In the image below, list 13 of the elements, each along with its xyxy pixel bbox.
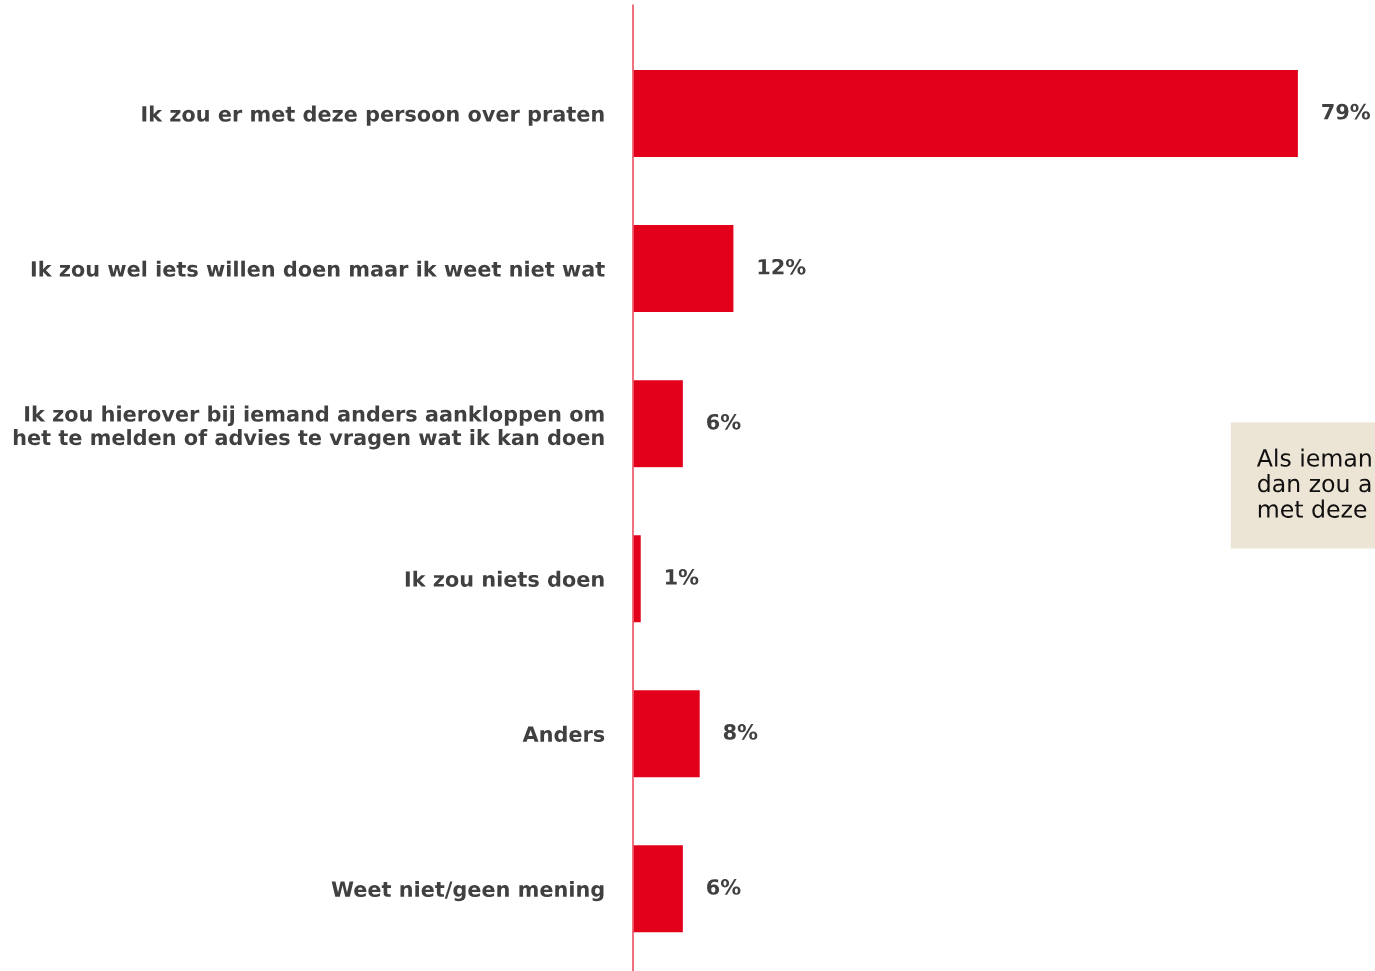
data-label: 1% xyxy=(666,568,699,585)
data-label: 6% xyxy=(707,413,741,430)
y-tick-label: Ik zou wel iets willen doen maar ik weet niet wat xyxy=(31,260,605,277)
y-tick-label: Ik zou er met deze persoon over praten xyxy=(142,105,604,126)
data-label: 8% xyxy=(723,724,758,740)
data-label: 6% xyxy=(707,879,741,895)
data-label: 12% xyxy=(758,258,806,275)
y-tick-label: Ik zou hierover bij iemand anders aankloppen om het te melden of advies te vragen wat ik kan doen xyxy=(13,405,604,450)
y-tick-label: Ik zou niets doen xyxy=(405,570,604,587)
y-tick-label: Anders xyxy=(522,725,605,742)
annotation: Als ieman dan zou a met deze xyxy=(1256,448,1371,518)
data-label: 79% xyxy=(1322,103,1370,120)
y-tick-label: Weet niet/geen mening xyxy=(331,880,604,902)
